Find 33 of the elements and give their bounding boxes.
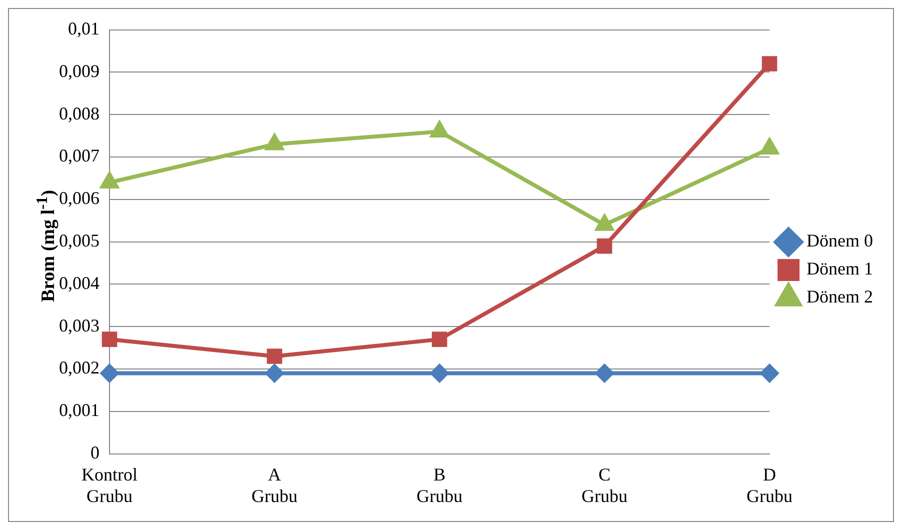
y-tick-label: 0,006 [59, 188, 100, 208]
x-tick-label: B Grubu [416, 464, 463, 506]
y-tick-label: 0,005 [59, 230, 100, 251]
y-tick-label: 0,001 [59, 400, 100, 420]
x-tick-label: D Grubu [746, 464, 793, 506]
y-tick-label: 0 [90, 442, 100, 463]
point [266, 348, 282, 364]
point [102, 332, 118, 347]
legend-label: Dönem 1 [806, 258, 874, 279]
y-tick-label: 0,004 [59, 272, 100, 293]
point [266, 134, 284, 150]
point [100, 364, 118, 382]
y-tick-label: 0,003 [59, 315, 100, 336]
point [430, 122, 448, 138]
legend-label: Dönem 0 [806, 230, 874, 251]
point [596, 238, 612, 254]
point [760, 364, 779, 382]
point [596, 364, 614, 382]
y-tick-label: 0,007 [59, 146, 100, 166]
y-tick-label: 0,002 [59, 358, 100, 378]
point [266, 364, 284, 382]
point [100, 172, 118, 188]
x-tick-label: A Grubu [252, 464, 298, 506]
y-tick-label: 0,008 [59, 103, 100, 124]
point [760, 138, 778, 155]
x-tick-label: Kontrol Grubu [82, 464, 138, 506]
x-tick-label: C Grubu [582, 464, 628, 506]
point [430, 364, 449, 382]
legend-label: Dönem 2 [806, 286, 874, 307]
y-tick-label: 0,01 [68, 18, 100, 39]
y-tick-label: 0,009 [59, 60, 100, 81]
point [596, 214, 614, 231]
point [432, 332, 448, 347]
